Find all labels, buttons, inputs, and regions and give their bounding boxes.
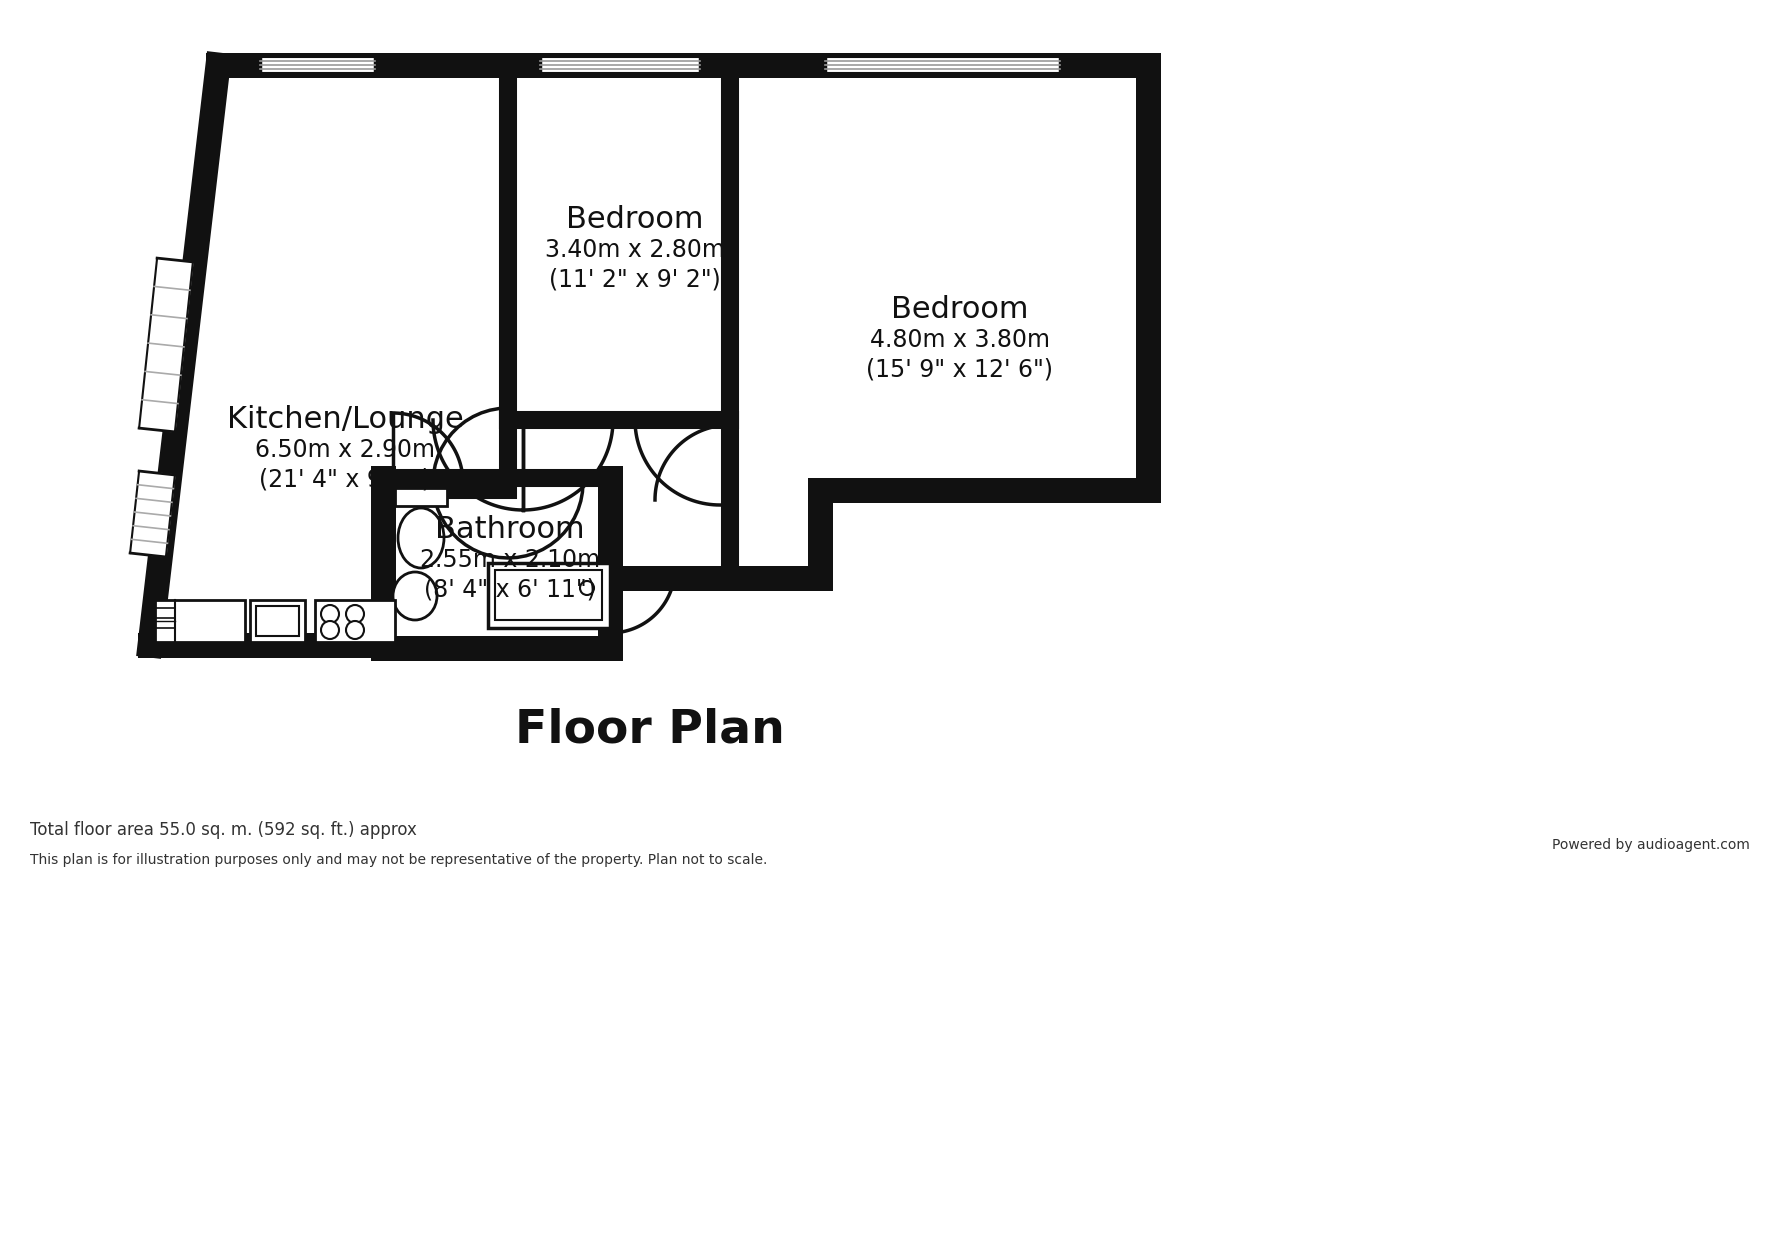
Polygon shape — [383, 477, 609, 649]
Bar — [540, 57, 700, 73]
Text: Bedroom: Bedroom — [567, 206, 703, 234]
Polygon shape — [609, 490, 820, 578]
Bar — [315, 600, 395, 642]
Ellipse shape — [398, 508, 445, 568]
Polygon shape — [730, 64, 1148, 490]
Polygon shape — [140, 258, 193, 432]
Bar — [489, 563, 609, 627]
Circle shape — [321, 621, 338, 639]
Bar — [250, 600, 305, 642]
Text: Bathroom: Bathroom — [436, 516, 584, 544]
Text: Kitchen/Lounge: Kitchen/Lounge — [227, 405, 464, 434]
Polygon shape — [508, 420, 730, 490]
Text: Floor Plan: Floor Plan — [515, 708, 785, 753]
Text: 3.40m x 2.80m: 3.40m x 2.80m — [545, 238, 724, 262]
Polygon shape — [129, 471, 175, 557]
Bar — [496, 570, 602, 620]
Text: 2.55m x 2.10m: 2.55m x 2.10m — [420, 548, 600, 572]
Text: (15' 9" x 12' 6"): (15' 9" x 12' 6") — [866, 358, 1054, 382]
Text: Bedroom: Bedroom — [891, 295, 1029, 325]
Bar — [825, 57, 1061, 73]
Text: (11' 2" x 9' 2"): (11' 2" x 9' 2") — [549, 268, 721, 291]
Text: (21' 4" x 9' 6"): (21' 4" x 9' 6") — [259, 467, 430, 492]
Text: 6.50m x 2.90m: 6.50m x 2.90m — [255, 438, 436, 463]
Text: Total floor area 55.0 sq. m. (592 sq. ft.) approx: Total floor area 55.0 sq. m. (592 sq. ft… — [30, 821, 416, 839]
Text: This plan is for illustration purposes only and may not be representative of the: This plan is for illustration purposes o… — [30, 853, 767, 867]
Bar — [156, 600, 244, 642]
Text: (8' 4" x 6' 11"): (8' 4" x 6' 11") — [423, 578, 595, 601]
Bar — [395, 489, 446, 506]
Circle shape — [345, 621, 365, 639]
Ellipse shape — [393, 572, 437, 620]
Circle shape — [579, 582, 593, 595]
Bar — [257, 606, 299, 636]
Circle shape — [345, 605, 365, 622]
Polygon shape — [151, 64, 508, 645]
Polygon shape — [508, 64, 730, 420]
Bar — [260, 57, 375, 73]
Text: Powered by audioagent.com: Powered by audioagent.com — [1551, 838, 1750, 852]
Circle shape — [321, 605, 338, 622]
Polygon shape — [730, 490, 820, 578]
Text: 4.80m x 3.80m: 4.80m x 3.80m — [870, 329, 1050, 352]
